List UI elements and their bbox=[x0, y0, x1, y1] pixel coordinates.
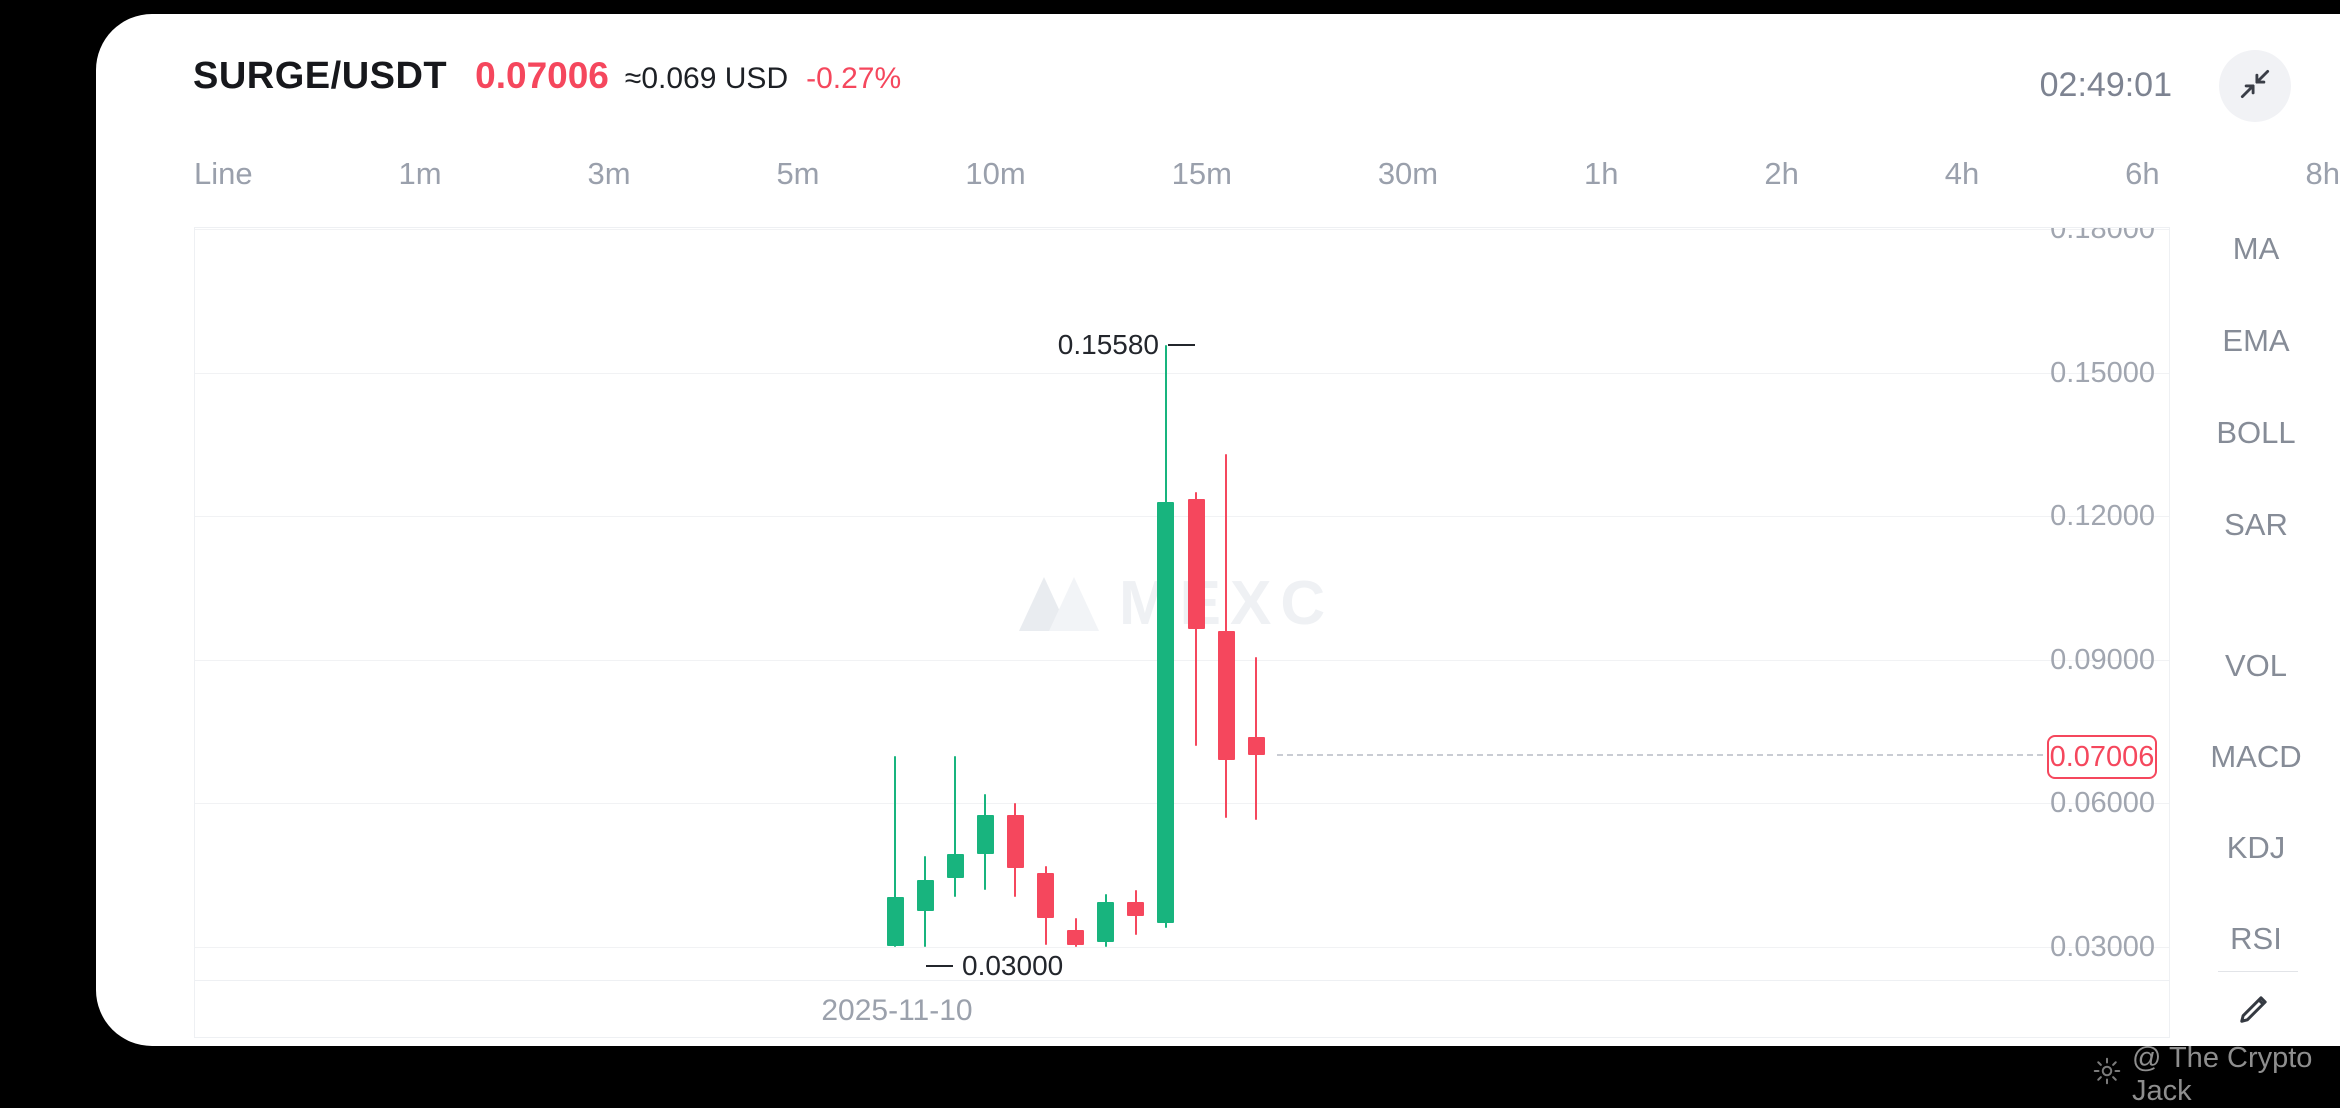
candle-body-up bbox=[946, 853, 964, 878]
indicator-kdj[interactable]: KDJ bbox=[2226, 830, 2286, 865]
candle-body-down bbox=[1037, 872, 1054, 919]
exchange-watermark: MEXC bbox=[1017, 568, 1334, 639]
y-axis-label: 0.12000 bbox=[2050, 500, 2155, 533]
sidebar-divider bbox=[2218, 971, 2298, 972]
pair-title: SURGE/USDT bbox=[193, 55, 448, 97]
tab-10m[interactable]: 10m bbox=[965, 156, 1026, 191]
indicator-boll[interactable]: BOLL bbox=[2216, 415, 2296, 450]
indicator-ema[interactable]: EMA bbox=[2222, 323, 2290, 358]
candlestick-chart[interactable]: MEXC 0.18000 0.15000 0.12000 0.09000 0.06000… bbox=[194, 227, 2170, 1038]
candle-body-up bbox=[886, 896, 904, 947]
indicator-sar[interactable]: SAR bbox=[2224, 507, 2288, 542]
candle-body-down bbox=[1067, 930, 1085, 945]
high-price-text: 0.15580 bbox=[1057, 328, 1159, 360]
collapse-arrows-icon bbox=[2236, 65, 2274, 108]
high-price-annotation: 0.15580 bbox=[1058, 329, 1195, 361]
low-price-annotation: 0.03000 bbox=[926, 950, 1063, 982]
tab-4h[interactable]: 4h bbox=[1944, 156, 1980, 191]
tab-3m[interactable]: 3m bbox=[587, 156, 631, 191]
change-percent: -0.27% bbox=[806, 62, 902, 95]
edit-indicators-button[interactable] bbox=[2233, 988, 2275, 1030]
gridline bbox=[195, 659, 2169, 661]
current-price-line bbox=[1277, 754, 2043, 757]
y-axis-label: 0.03000 bbox=[2050, 931, 2155, 963]
gridline bbox=[195, 947, 2169, 948]
gridline bbox=[195, 229, 2169, 230]
x-axis-line bbox=[195, 980, 2169, 981]
gridline bbox=[195, 516, 2169, 518]
tab-6h[interactable]: 6h bbox=[2125, 156, 2160, 191]
timeframe-tabs: Line 1m 3m 5m 10m 15m 30m 1h 2h 4h 6h 8h bbox=[194, 156, 2340, 192]
y-axis-label: 0.09000 bbox=[2050, 643, 2155, 676]
candle-body-down bbox=[1187, 499, 1205, 629]
indicator-vol[interactable]: VOL bbox=[2224, 648, 2288, 683]
indicator-ma[interactable]: MA bbox=[2232, 231, 2280, 266]
tab-2h[interactable]: 2h bbox=[1764, 156, 1799, 191]
high-marker-dash bbox=[1168, 343, 1195, 346]
tab-30m[interactable]: 30m bbox=[1377, 156, 1439, 191]
credit-text: @ The Crypto Jack bbox=[2132, 1042, 2313, 1107]
indicator-macd[interactable]: MACD bbox=[2210, 739, 2302, 774]
collapse-button[interactable] bbox=[2219, 50, 2291, 122]
current-price-tag: 0.07006 bbox=[2047, 735, 2157, 780]
candle-body-up bbox=[1097, 901, 1115, 943]
candle-body-down bbox=[1127, 901, 1145, 916]
candle-body-down bbox=[1217, 631, 1235, 761]
watermark-text: MEXC bbox=[1119, 569, 1335, 638]
screen: SURGE/USDT 0.07006 ≈0.069 USD -0.27% 02:… bbox=[96, 14, 2340, 1107]
gridline bbox=[195, 803, 2169, 805]
candle-wick bbox=[954, 755, 957, 897]
credit-watermark: @ The Crypto Jack bbox=[2092, 1042, 2340, 1108]
last-price: 0.07006 bbox=[475, 55, 609, 96]
candle-body-down bbox=[1006, 815, 1024, 868]
candle-wick bbox=[894, 755, 896, 947]
fiat-equivalent: ≈0.069 USD bbox=[624, 62, 789, 95]
gridline bbox=[195, 372, 2169, 374]
y-axis-label: 0.15000 bbox=[2050, 356, 2155, 389]
tab-1h[interactable]: 1h bbox=[1584, 156, 1619, 191]
y-axis-label: 0.18000 bbox=[2050, 227, 2155, 245]
header: SURGE/USDT 0.07006 ≈0.069 USD -0.27% bbox=[193, 55, 901, 98]
x-axis-date: 2025-11-10 bbox=[821, 994, 973, 1027]
candle-body-down bbox=[1247, 737, 1265, 756]
indicator-rsi[interactable]: RSI bbox=[2230, 921, 2282, 956]
tab-1m[interactable]: 1m bbox=[398, 156, 442, 191]
tab-line[interactable]: Line bbox=[194, 156, 253, 191]
tab-8h[interactable]: 8h bbox=[2305, 156, 2340, 191]
candle-body-up bbox=[916, 879, 934, 912]
low-price-text: 0.03000 bbox=[962, 950, 1064, 981]
y-axis-label: 0.06000 bbox=[2050, 787, 2155, 820]
clock: 02:49:01 bbox=[2039, 66, 2172, 104]
gear-icon bbox=[2092, 1056, 2122, 1094]
tab-15m[interactable]: 15m bbox=[1171, 156, 1232, 191]
candle-body-up bbox=[1157, 501, 1175, 924]
candle-body-up bbox=[976, 815, 994, 854]
tab-5m[interactable]: 5m bbox=[776, 156, 820, 191]
mexc-logo-icon bbox=[1017, 569, 1101, 638]
low-marker-dash bbox=[926, 965, 953, 967]
